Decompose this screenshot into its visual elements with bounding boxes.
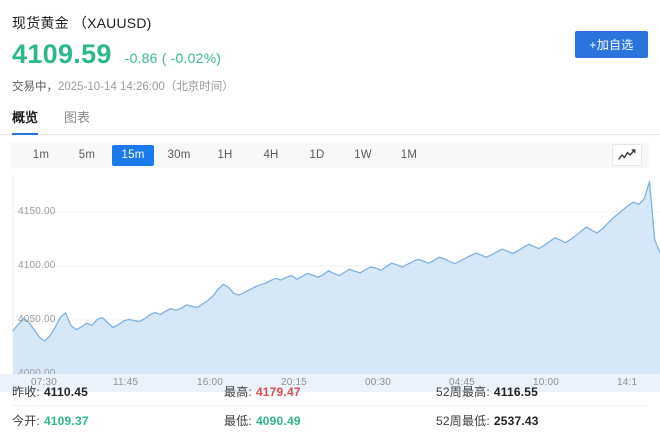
x-axis: 07:30 11:45 16:00 20:15 00:30 04:45 10:0… [0, 374, 660, 392]
stat-label: 52周最高: [436, 384, 490, 399]
stat-low: 最低: 4090.49 [224, 412, 436, 429]
last-price: 4109.59 [12, 39, 112, 69]
timeframe-1w[interactable]: 1W [354, 149, 372, 161]
market-status-line: 交易中，2025-10-14 14:26:00（北京时间） [12, 79, 648, 95]
stat-value: 4090.49 [255, 413, 301, 428]
timeframe-1d[interactable]: 1D [309, 149, 325, 161]
stat-label: 昨收: [12, 384, 40, 399]
quote-header: 现货黄金 （XAUUSD) 4109.59 -0.86 ( -0.02%) 交易… [0, 0, 660, 95]
timeframe-4h[interactable]: 4H [263, 149, 279, 161]
market-status: 交易中， [12, 81, 58, 93]
price-chart[interactable]: 4150.00 4100.00 4050.00 4000.00 [0, 174, 660, 379]
x-axis-label: 07:30 [31, 377, 58, 388]
stat-open: 今开: 4109.37 [12, 412, 224, 429]
stats-row: 今开: 4109.37 最低: 4090.49 52周最低: 2537.43 [12, 405, 648, 434]
timeframe-selector: 1m 5m 15m 30m 1H 4H 1D 1W 1M [10, 142, 650, 168]
chart-canvas [12, 174, 660, 374]
stat-label: 52周最低: [436, 413, 490, 428]
stat-high: 最高: 4179.47 [224, 383, 436, 400]
y-axis-label: 4150.00 [18, 205, 56, 217]
x-axis-label: 11:45 [113, 377, 139, 388]
y-axis-label: 4000.00 [18, 368, 56, 379]
timeframe-1m[interactable]: 1m [32, 149, 50, 161]
symbol-name: 现货黄金 [12, 15, 69, 31]
x-axis-label: 14:1 [617, 377, 638, 388]
stat-value: 2537.43 [493, 413, 539, 428]
tab-overview[interactable]: 概览 [12, 109, 39, 135]
stat-52w-high: 52周最高: 4116.55 [436, 383, 648, 400]
x-axis-label: 00:30 [365, 377, 392, 388]
stat-value: 4179.47 [255, 384, 301, 399]
timeframe-1M[interactable]: 1M [400, 149, 418, 161]
stats-row: 昨收: 4110.45 最高: 4179.47 52周最高: 4116.55 [12, 377, 648, 405]
timeframe-5m[interactable]: 5m [78, 149, 96, 161]
section-tabs: 概览 图表 [0, 109, 660, 135]
y-axis-label: 4100.00 [18, 259, 56, 271]
quote-timestamp: 2025-10-14 14:26:00（北京时间） [58, 81, 234, 93]
stat-value: 4110.45 [43, 384, 89, 399]
quote-stats: 昨收: 4110.45 最高: 4179.47 52周最高: 4116.55 今开: 4… [0, 377, 660, 434]
price-line: 4109.59 -0.86 ( -0.02%) [12, 39, 648, 73]
add-to-watchlist-button[interactable]: +加自选 [575, 31, 648, 58]
tab-charts[interactable]: 图表 [64, 110, 91, 125]
stat-label: 今开: [12, 413, 40, 428]
stat-prev-close: 昨收: 4110.45 [12, 383, 224, 400]
price-change: -0.86 ( -0.02%) [124, 50, 222, 66]
stat-value: 4116.55 [493, 384, 539, 399]
timeframe-15m[interactable]: 15m [112, 144, 154, 166]
x-axis-label: 10:00 [533, 377, 560, 388]
stat-52w-low: 52周最低: 2537.43 [436, 412, 648, 429]
x-axis-label: 04:45 [449, 377, 476, 388]
stat-label: 最高: [224, 384, 252, 399]
symbol-line: 现货黄金 （XAUUSD) [12, 14, 648, 32]
timeframe-1h[interactable]: 1H [217, 149, 233, 161]
y-axis-label: 4050.00 [18, 313, 56, 325]
x-axis-label: 20:15 [281, 377, 308, 388]
stat-value: 4109.37 [43, 413, 89, 428]
line-chart-icon[interactable] [612, 144, 642, 166]
timeframe-30m[interactable]: 30m [167, 149, 191, 161]
symbol-code: （XAUUSD) [72, 15, 152, 31]
x-axis-label: 16:00 [197, 377, 224, 388]
stat-label: 最低: [224, 413, 252, 428]
